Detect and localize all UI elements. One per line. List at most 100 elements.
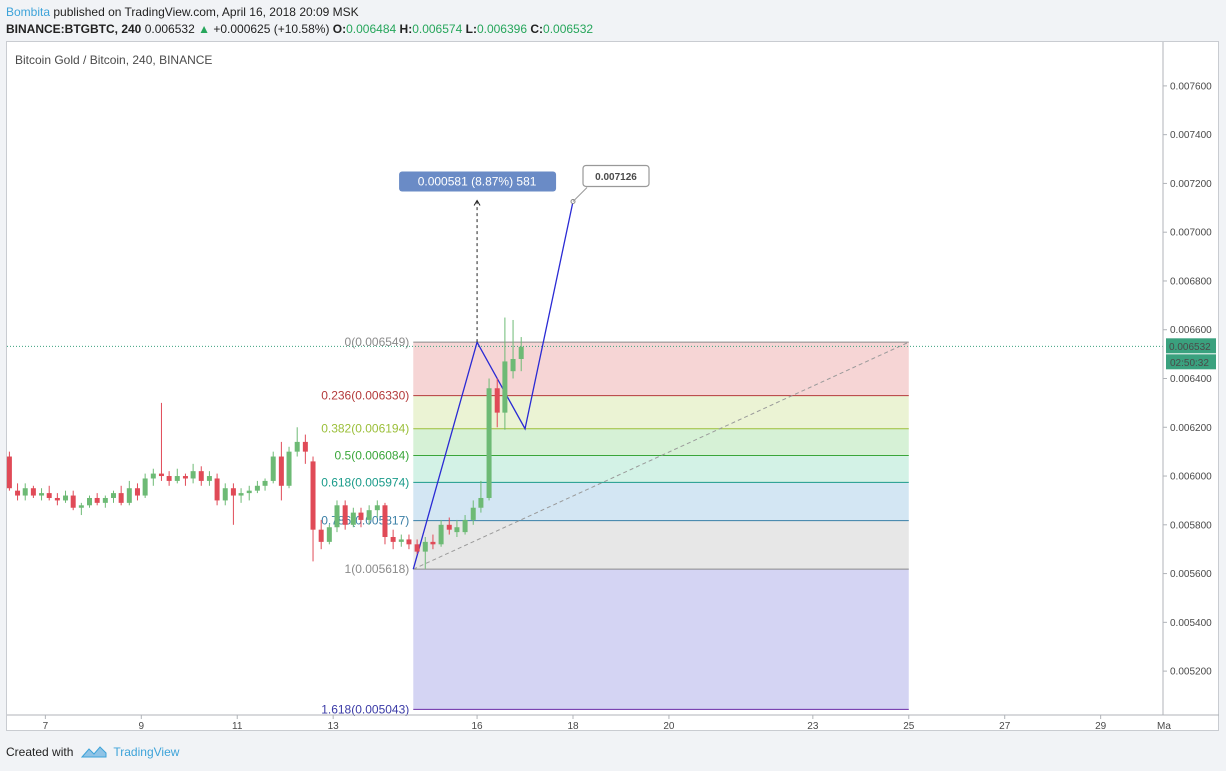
price-axis: 0.005200 0.005400 0.005600 0.005800 0.006000… [1162,42,1216,715]
time-tick-label-edge: Ma [1157,721,1171,732]
candle-down [118,493,124,503]
candle-up [110,493,116,498]
candle-up [510,358,516,372]
fib-level-label: 0.382(0.006194) [321,422,409,436]
candle-down [390,536,396,542]
candle-up [63,495,69,501]
time-tick-label: 16 [472,721,484,732]
up-arrow-icon: ▲ [198,22,210,36]
candle-up [438,524,444,545]
fib-zone [413,520,909,570]
price-tick-label: 0.006000 [1170,472,1212,483]
candle-down [166,476,172,481]
tradingview-brand-link[interactable]: TradingView [113,745,180,759]
fib-level-label: 1(0.005618) [345,562,410,576]
fib-zone [413,455,909,483]
countdown-badge-label: 02:50:32 [1170,358,1209,369]
candle-down [406,539,412,545]
candle-down [6,456,12,489]
fib-zone [413,482,909,521]
time-tick-label: 13 [328,721,340,732]
target-callout-label: 0.007126 [595,172,637,183]
close-label: C: [530,22,544,36]
candle-down [230,488,236,496]
time-tick-label: 20 [663,721,675,732]
time-tick-label: 25 [903,721,915,732]
fib-level-label: 0.618(0.005974) [321,475,409,489]
candle-up [326,527,332,542]
target-callout-pointer [572,187,588,202]
last-price-badge [1166,338,1216,354]
last-price-value: 0.006532 [144,22,195,36]
candle-up [478,497,484,508]
candle-up [39,493,45,496]
created-with-text: Created with [6,745,74,759]
candle-up [502,361,508,413]
candle-up [222,488,228,501]
trend-lines [7,201,1163,570]
time-tick-label: 7 [43,721,49,732]
last-price-badge-label: 0.006532 [1169,342,1211,353]
candle-down [358,512,364,520]
candle-up [78,505,84,508]
time-axis: 7 9 11 13 16 18 20 23 25 27 29 Ma [7,714,1219,732]
price-tick-label: 0.006600 [1170,325,1212,336]
symbol-label: BINANCE:BTGBTC, 240 [6,22,142,36]
price-tick-label: 0.006800 [1170,276,1212,287]
chart-title: Bitcoin Gold / Bitcoin, 240, BINANCE [15,53,213,67]
candle-down [198,471,204,481]
countdown-badge [1166,354,1216,370]
measure-arrow-icon [473,199,481,206]
candle-up [454,527,460,533]
candle-up [87,497,93,506]
price-tick-label: 0.005400 [1170,618,1212,629]
candle-down [430,541,436,545]
price-tick-label: 0.006200 [1170,423,1212,434]
fib-zone [413,342,909,396]
price-tick-label: 0.007600 [1170,81,1212,92]
candle-up [22,488,28,496]
author-name[interactable]: Bombita [6,5,51,19]
fib-level-label: 0.5(0.006084) [335,449,410,463]
candle-down [494,388,500,413]
footer: Created with TradingView [6,745,179,759]
candle-down [30,488,36,496]
candle-up [174,476,180,481]
candle-up [126,488,132,503]
time-tick-label: 27 [999,721,1011,732]
time-tick-label: 23 [807,721,819,732]
candle-down [342,505,348,525]
candle-down [446,524,452,530]
low-label: L: [465,22,477,36]
candle-down [414,544,420,552]
candle-up [294,441,300,452]
fib-zone [413,428,909,456]
target-callout-box [582,164,650,188]
candle-down [15,490,21,496]
time-tick-label: 29 [1095,721,1107,732]
candle-up [470,507,476,520]
candle-up [462,519,468,533]
candle-up [486,388,492,498]
price-tick-label: 0.007000 [1170,228,1212,239]
projection-path [412,201,574,570]
candle-up [246,490,252,494]
annotations: 0.007126 0.000581 (8.87%) 581 [399,164,650,343]
candles [6,317,524,569]
fib-level-label: 0.236(0.006330) [321,389,409,403]
price-tick-label: 0.007400 [1170,130,1212,141]
high-value: 0.006574 [412,22,463,36]
candle-up [150,473,156,479]
candle-down [46,493,52,498]
candle-up [398,539,404,542]
candle-up [238,493,244,496]
time-tick-label: 11 [232,721,243,732]
fib-zone [413,569,909,710]
open-value: 0.006484 [346,22,397,36]
publish-info: Bombita published on TradingView.com, Ap… [6,4,359,20]
low-value: 0.006396 [476,22,527,36]
candle-down [134,488,140,496]
candle-up [422,541,428,552]
measure-label: 0.000581 (8.87%) 581 [418,174,537,188]
